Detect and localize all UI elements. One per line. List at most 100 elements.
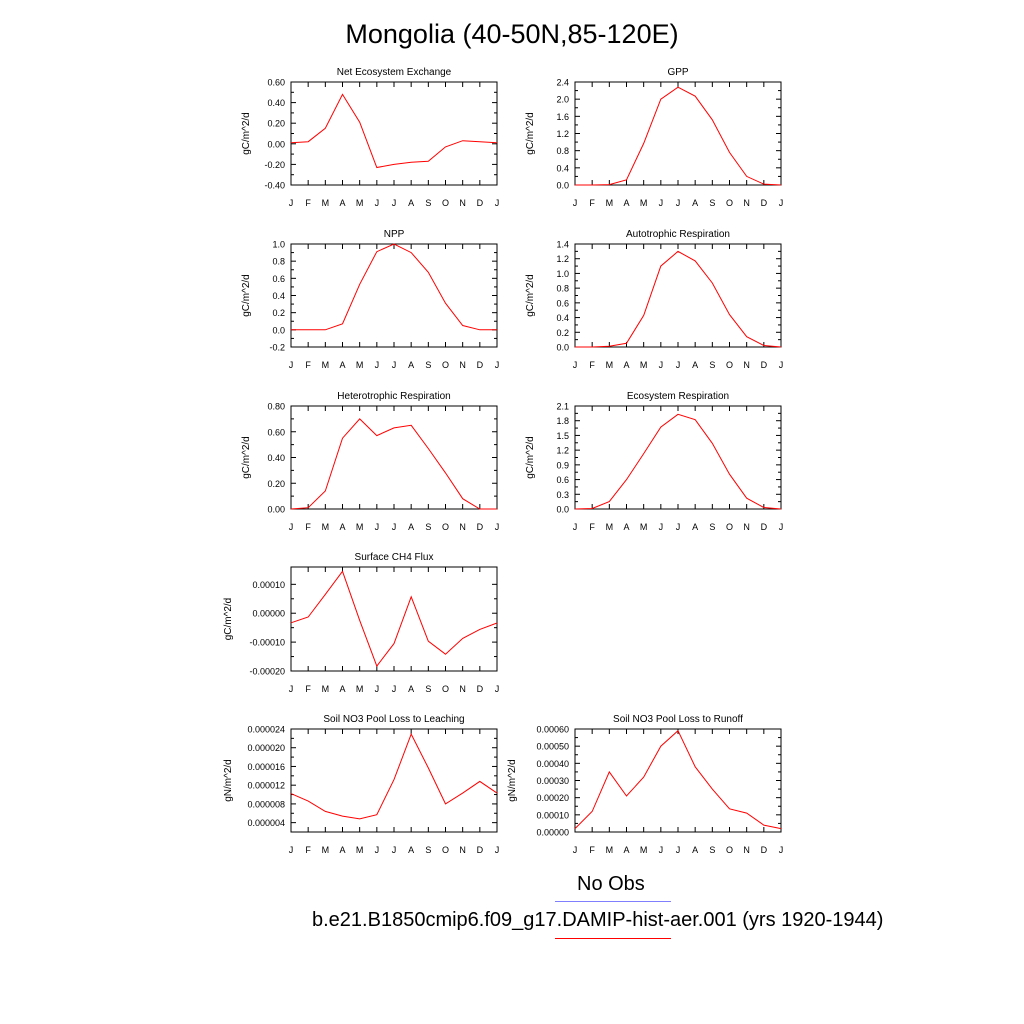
y-tick-label: 0.0 xyxy=(272,325,285,335)
x-tick-label: J xyxy=(659,198,664,208)
x-tick-label: F xyxy=(589,198,595,208)
chart-title: Autotrophic Respiration xyxy=(626,229,730,240)
x-tick-label: O xyxy=(726,522,733,532)
x-tick-label: J xyxy=(392,684,397,694)
x-tick-label: N xyxy=(743,522,750,532)
y-tick-label: 0.8 xyxy=(556,146,569,156)
x-tick-label: J xyxy=(289,845,294,855)
x-tick-label: J xyxy=(392,845,397,855)
x-tick-label: D xyxy=(477,360,484,370)
y-tick-label: 0.00000 xyxy=(536,828,569,838)
x-tick-label: J xyxy=(676,360,681,370)
y-axis-label: gN/m^2/d xyxy=(223,759,234,802)
y-tick-label: 0.6 xyxy=(556,298,569,308)
x-tick-label: J xyxy=(375,684,380,694)
y-tick-label: 1.6 xyxy=(556,112,569,122)
chart-autotrophic-respiration: Autotrophic Respiration gC/m^2/d 0.0 0.2 0.4… xyxy=(525,229,783,370)
x-tick-label: A xyxy=(408,845,414,855)
chart-title: Surface CH4 Flux xyxy=(355,552,434,563)
x-tick-label: M xyxy=(322,845,330,855)
plot-frame xyxy=(574,405,782,510)
x-tick-label: S xyxy=(425,198,431,208)
y-tick-label: 0.0 xyxy=(556,505,569,515)
x-tick-label: N xyxy=(459,684,466,694)
y-tick-label: 0.00050 xyxy=(536,742,569,752)
x-tick-label: J xyxy=(289,360,294,370)
chart-soil-no3-pool-loss-to-runoff: Soil NO3 Pool Loss to Runoff gN/m^2/d 0.00… xyxy=(507,714,783,855)
x-tick-label: J xyxy=(289,684,294,694)
x-tick-label: A xyxy=(408,360,414,370)
x-tick-label: S xyxy=(709,198,715,208)
y-axis-label: gN/m^2/d xyxy=(507,759,518,802)
chart-surface-ch4-flux: Surface CH4 Flux gC/m^2/d -0.00020 -0.00010… xyxy=(223,552,499,694)
x-tick-label: A xyxy=(623,198,629,208)
x-tick-label: J xyxy=(375,845,380,855)
x-tick-label: S xyxy=(425,360,431,370)
chart-soil-no3-pool-loss-to-leaching: Soil NO3 Pool Loss to Leaching gN/m^2/d 0.… xyxy=(223,714,499,855)
x-tick-label: N xyxy=(743,198,750,208)
x-tick-label: M xyxy=(606,360,614,370)
legend-line-model-run xyxy=(555,938,671,939)
x-tick-label: J xyxy=(375,360,380,370)
x-tick-label: F xyxy=(589,360,595,370)
y-tick-label: 0.000020 xyxy=(247,743,285,753)
x-tick-label: O xyxy=(442,684,449,694)
plot-frame xyxy=(290,405,498,510)
series-line xyxy=(575,86,782,186)
x-tick-label: A xyxy=(408,198,414,208)
y-tick-label: 0.000008 xyxy=(247,799,285,809)
y-axis-label: gC/m^2/d xyxy=(525,274,536,317)
y-tick-label: 0.000016 xyxy=(247,762,285,772)
x-tick-label: M xyxy=(322,684,330,694)
series-line xyxy=(290,418,497,510)
chart-title: GPP xyxy=(667,67,688,78)
x-tick-label: M xyxy=(606,522,614,532)
chart-title: Soil NO3 Pool Loss to Runoff xyxy=(613,714,743,725)
x-tick-label: A xyxy=(339,684,345,694)
series-line xyxy=(575,250,782,348)
x-tick-label: S xyxy=(709,360,715,370)
x-tick-label: M xyxy=(356,360,364,370)
x-tick-label: N xyxy=(743,845,750,855)
x-tick-label: J xyxy=(676,522,681,532)
x-tick-label: D xyxy=(761,522,768,532)
y-tick-label: 0.4 xyxy=(556,313,569,323)
x-tick-label: J xyxy=(392,360,397,370)
x-tick-label: J xyxy=(495,198,500,208)
y-tick-label: 0.00 xyxy=(267,139,285,149)
legend-label-no-obs: No Obs xyxy=(577,873,645,895)
y-tick-label: 0.20 xyxy=(267,119,285,129)
x-tick-label: O xyxy=(726,360,733,370)
chart-title: Soil NO3 Pool Loss to Leaching xyxy=(323,714,464,725)
x-tick-label: J xyxy=(375,198,380,208)
x-tick-label: F xyxy=(305,684,311,694)
chart-title: Ecosystem Respiration xyxy=(627,391,729,402)
x-tick-label: A xyxy=(623,845,629,855)
x-tick-label: M xyxy=(640,198,648,208)
series-line xyxy=(574,413,782,510)
x-tick-label: A xyxy=(623,522,629,532)
x-tick-label: M xyxy=(356,845,364,855)
y-tick-label: 0.3 xyxy=(556,490,569,500)
x-tick-label: M xyxy=(640,360,648,370)
series-line xyxy=(290,732,498,820)
y-tick-label: -0.00010 xyxy=(249,638,285,648)
y-tick-label: 0.00040 xyxy=(536,759,569,769)
x-tick-label: J xyxy=(573,845,578,855)
y-axis-label: gC/m^2/d xyxy=(525,436,536,479)
x-tick-label: N xyxy=(459,522,466,532)
x-tick-label: O xyxy=(442,845,449,855)
x-tick-label: J xyxy=(289,198,294,208)
x-tick-label: J xyxy=(659,522,664,532)
y-tick-label: 0.6 xyxy=(556,475,569,485)
x-tick-label: M xyxy=(640,522,648,532)
x-tick-label: S xyxy=(709,522,715,532)
y-axis-label: gC/m^2/d xyxy=(525,112,536,155)
x-tick-label: J xyxy=(392,198,397,208)
chart-net-ecosystem-exchange: Net Ecosystem Exchange gC/m^2/d -0.40 -0.20… xyxy=(241,67,499,208)
y-axis-label: gC/m^2/d xyxy=(241,274,252,317)
y-tick-label: 1.5 xyxy=(556,431,569,441)
chart-ecosystem-respiration: Ecosystem Respiration gC/m^2/d 0.0 0.3 0.6 0.… xyxy=(525,391,783,532)
